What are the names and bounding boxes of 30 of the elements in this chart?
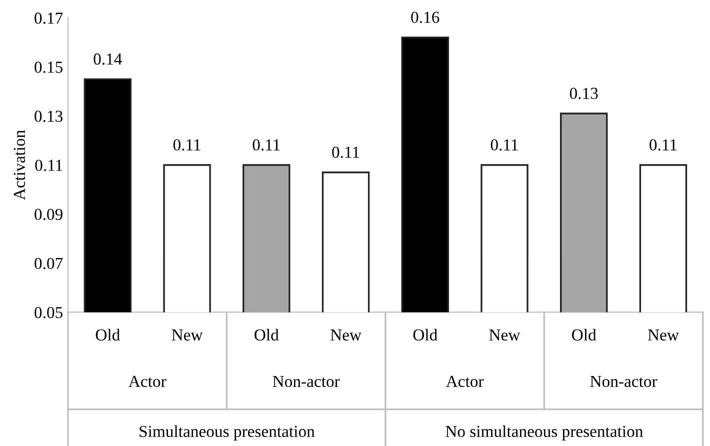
data-label: 0.11 xyxy=(173,139,200,151)
text: 0.13 xyxy=(34,110,62,122)
data-label: 0.14 xyxy=(94,53,122,65)
x-tick-label: Old xyxy=(254,328,279,341)
x-tick-label: Old xyxy=(413,328,438,341)
text: 0.07 xyxy=(34,258,63,270)
text: Non-actor xyxy=(272,376,340,388)
x-tick-label: New xyxy=(172,330,203,341)
data-label: 0.11 xyxy=(252,139,280,151)
data-label: 0.11 xyxy=(490,139,518,151)
text: 0.05 xyxy=(34,306,62,318)
text: Actor xyxy=(128,376,166,388)
data-label: 0.16 xyxy=(411,12,440,24)
text: No simultaneous presentation xyxy=(446,425,643,440)
x-tick-label: Old xyxy=(572,328,596,341)
text: 0.17 xyxy=(34,12,63,24)
text: 0.11 xyxy=(35,160,62,172)
x-tick-label: New xyxy=(648,330,679,341)
y-axis-title: Activation xyxy=(14,130,26,200)
data-label: 0.11 xyxy=(650,139,676,151)
data-label: 0.13 xyxy=(570,88,598,100)
x-tick-label: New xyxy=(489,330,520,341)
text: Non-actor xyxy=(590,376,658,388)
x-tick-label: New xyxy=(330,330,362,341)
data-label: 0.11 xyxy=(332,146,360,158)
text: Actor xyxy=(446,376,484,388)
x-tick-label: Old xyxy=(96,328,120,341)
text: 0.09 xyxy=(34,208,62,220)
text: Simultaneous presentation xyxy=(140,425,315,440)
text: 0.15 xyxy=(34,62,62,73)
